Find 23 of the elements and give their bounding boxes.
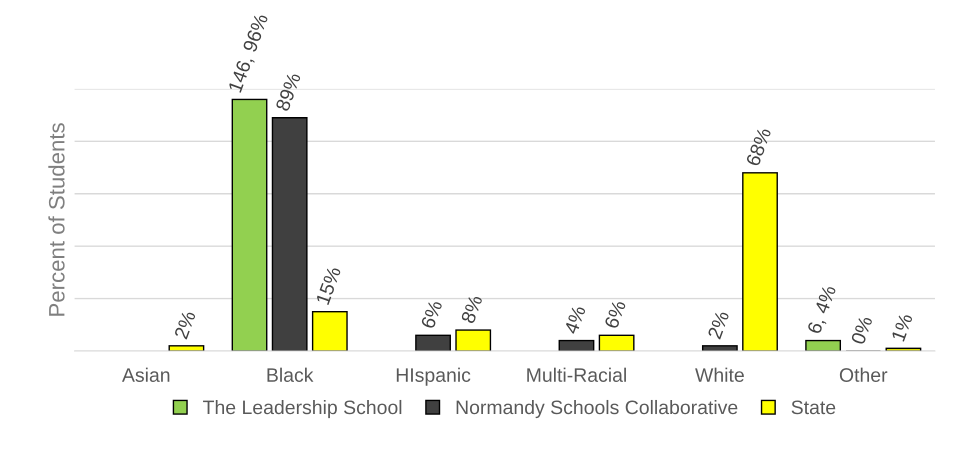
x-tick-label: White	[695, 368, 744, 382]
data-label: 68%	[746, 126, 772, 167]
data-label: 4%	[564, 304, 586, 335]
legend-label: State	[792, 400, 836, 414]
x-tick-label: Black	[267, 368, 314, 382]
data-label: 89%	[275, 72, 301, 112]
x-tick-label: Multi-Racial	[527, 368, 626, 382]
data-label: 0%	[850, 315, 873, 346]
legend-label: Normandy Schools Collaborative	[456, 400, 738, 418]
x-tick-label: Asian	[122, 368, 170, 382]
data-label: 6%	[604, 300, 626, 330]
data-label: 1%	[891, 312, 913, 342]
x-tick-label: Other	[840, 368, 888, 382]
data-label: 6%	[420, 300, 443, 330]
data-label: 2%	[174, 310, 196, 340]
data-label: 2%	[707, 310, 730, 340]
data-label: 146, 96%	[228, 12, 270, 94]
data-label: 15%	[316, 266, 342, 306]
x-tick-label: HIspanic	[396, 368, 470, 386]
legend-label: The Leadership School	[203, 400, 402, 418]
data-label: 8%	[460, 294, 483, 324]
data-label: 6, 4%	[806, 284, 838, 336]
y-axis-title: Percent of Students	[48, 123, 65, 316]
